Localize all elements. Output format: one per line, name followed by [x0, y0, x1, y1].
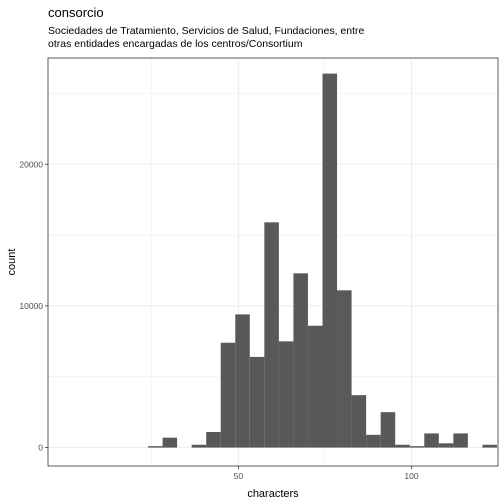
histogram-bar-20 [438, 443, 454, 448]
x-axis-ticks: 50 100 [234, 466, 419, 481]
histogram-bar-14 [351, 395, 367, 448]
histogram-bar-18 [409, 446, 425, 448]
histogram-bar-1 [162, 437, 178, 448]
histogram-bar-15 [366, 434, 381, 448]
histogram-bar-3 [191, 444, 207, 448]
histogram-bar-9 [278, 341, 294, 448]
chart-subtitle-line-1: Sociedades de Tratamiento, Servicios de … [48, 25, 365, 37]
histogram-bar-4 [206, 432, 221, 448]
histogram-bar-8 [264, 222, 279, 448]
y-axis-label: count [6, 249, 18, 276]
histogram-bar-11 [307, 325, 323, 448]
histogram-bar-5 [220, 342, 236, 448]
x-tick-label-0: 50 [234, 471, 244, 481]
y-tick-label-2: 20000 [19, 159, 43, 169]
histogram-bar-17 [395, 444, 410, 448]
x-axis-label: characters [247, 488, 299, 500]
histogram-bar-10 [293, 273, 308, 448]
histogram-bar-12 [322, 73, 338, 448]
histogram-bar-19 [424, 433, 439, 448]
histogram-bar-13 [337, 290, 352, 448]
histogram-bar-23 [482, 444, 497, 448]
histogram-bar-21 [453, 433, 468, 448]
y-axis-ticks: 0 10000 20000 [19, 159, 48, 453]
x-tick-label-1: 100 [404, 471, 418, 481]
histogram-bar-7 [249, 356, 265, 448]
histogram-bar-6 [235, 314, 250, 448]
chart-subtitle-line-2: otras entidades encargadas de los centro… [48, 38, 303, 50]
histogram-bar-0 [148, 446, 163, 448]
histogram-bars [148, 73, 497, 448]
histogram-bar-16 [380, 412, 396, 448]
plot-panel-border [47, 57, 499, 467]
y-tick-label-0: 0 [38, 443, 43, 453]
chart-title: consorcio [48, 5, 104, 20]
y-tick-label-1: 10000 [19, 301, 43, 311]
